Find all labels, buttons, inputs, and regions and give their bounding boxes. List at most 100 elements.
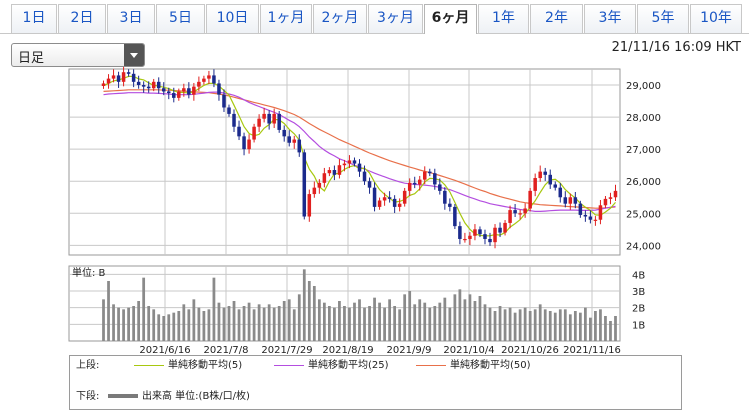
candle-up xyxy=(493,227,497,243)
tab-2[interactable]: 2日 xyxy=(58,4,106,33)
volume-bar xyxy=(157,314,161,341)
volume-bar xyxy=(267,304,271,341)
candle-up xyxy=(473,229,477,236)
candle-down xyxy=(433,173,437,185)
volume-bar xyxy=(237,309,241,341)
candle-up xyxy=(307,194,312,217)
candle-period-select[interactable]: 日足 xyxy=(11,43,145,67)
volume-bar xyxy=(383,307,386,341)
candle-up xyxy=(407,182,412,191)
candle-down xyxy=(161,88,166,92)
candle-down xyxy=(362,171,367,182)
candle-up xyxy=(422,171,427,180)
volume-bar xyxy=(167,314,171,341)
candle-up xyxy=(593,219,598,221)
candle-up xyxy=(503,222,507,233)
candle-down xyxy=(367,181,372,188)
tab-10[interactable]: 1年 xyxy=(478,4,529,33)
volume-bar xyxy=(543,309,547,341)
volume-tick-label: 4B xyxy=(632,270,645,281)
candle-down xyxy=(287,136,291,143)
candle-down xyxy=(141,85,146,87)
candle-up xyxy=(523,208,527,214)
volume-bar xyxy=(363,307,366,341)
volume-bar xyxy=(468,294,472,341)
volume-bar xyxy=(453,294,457,341)
candle-down xyxy=(428,171,432,174)
tab-4[interactable]: 5日 xyxy=(156,4,205,33)
y-tick-label: 25,000 xyxy=(626,209,661,220)
legend-volume-label: 出来高 単位:(B株/口/枚) xyxy=(142,391,250,402)
volume-bar xyxy=(222,307,226,341)
volume-bar xyxy=(242,306,246,341)
tab-5[interactable]: 10日 xyxy=(206,4,259,33)
candle-up xyxy=(202,78,206,82)
candle-down xyxy=(443,190,447,204)
volume-bar xyxy=(418,299,422,341)
volume-bar xyxy=(478,296,482,341)
candle-down xyxy=(448,203,452,207)
tab-11[interactable]: 2年 xyxy=(530,4,583,33)
volume-bar xyxy=(368,306,371,341)
candle-up xyxy=(613,190,618,198)
candle-up xyxy=(402,190,407,204)
candle-down xyxy=(387,197,392,199)
legend-ma50: 単純移動平均(50) xyxy=(416,359,531,373)
candle-down xyxy=(282,129,286,137)
volume-bar xyxy=(152,309,156,341)
candle-up xyxy=(151,81,156,89)
candle-down xyxy=(573,197,578,204)
volume-bar xyxy=(398,309,402,341)
chevron-down-icon[interactable] xyxy=(124,44,144,66)
ma50-line-swatch xyxy=(416,364,446,366)
candle-down xyxy=(136,81,141,86)
volume-bar xyxy=(247,302,251,341)
volume-bar xyxy=(317,299,321,341)
volume-bar xyxy=(538,304,542,341)
tab-6[interactable]: 1ヶ月 xyxy=(260,4,312,33)
candle-up xyxy=(292,139,297,143)
tab-12[interactable]: 3年 xyxy=(584,4,636,33)
candle-down xyxy=(242,136,246,150)
volume-bar xyxy=(197,307,201,341)
volume-bar xyxy=(448,307,452,341)
volume-bar xyxy=(493,311,497,341)
volume-bar xyxy=(428,307,432,341)
candle-down xyxy=(453,206,457,227)
tab-1[interactable]: 1日 xyxy=(11,4,57,33)
candle-down xyxy=(438,184,442,191)
volume-bar xyxy=(328,306,331,341)
candle-down xyxy=(146,86,151,89)
volume-bar xyxy=(573,311,577,341)
volume-bar xyxy=(122,309,125,341)
candle-up xyxy=(207,75,211,79)
candle-down xyxy=(357,163,362,172)
tab-3[interactable]: 3日 xyxy=(107,4,155,33)
legend-lower-label: 下段: xyxy=(76,391,100,402)
candle-up xyxy=(417,179,422,185)
volume-bar xyxy=(127,307,130,341)
tab-7[interactable]: 2ヶ月 xyxy=(313,4,367,33)
x-tick-label: 2021/7/29 xyxy=(261,345,312,355)
tab-13[interactable]: 5年 xyxy=(637,4,689,33)
legend-ma25-label: 単純移動平均(25) xyxy=(308,360,389,371)
candle-up xyxy=(518,213,522,215)
ma25-line-swatch xyxy=(274,364,304,366)
volume-bar xyxy=(423,302,427,341)
legend-upper-row: 上段: 単純移動平均(5) 単純移動平均(25) 単純移動平均(50) xyxy=(76,359,531,373)
tab-9[interactable]: 6ヶ月 xyxy=(424,4,477,34)
volume-bar xyxy=(528,311,532,341)
x-tick-label: 2021/11/16 xyxy=(563,345,621,355)
ma5-line-swatch xyxy=(134,364,164,366)
candle-down xyxy=(267,113,271,124)
volume-bar xyxy=(322,302,326,341)
candle-down xyxy=(126,72,131,74)
tab-8[interactable]: 3ヶ月 xyxy=(368,4,423,33)
tab-14[interactable]: 10年 xyxy=(690,4,742,33)
candle-up xyxy=(342,163,347,166)
candle-up xyxy=(317,182,322,188)
y-tick-label: 26,000 xyxy=(626,177,661,188)
candle-down xyxy=(277,113,281,130)
candle-down xyxy=(483,234,487,239)
